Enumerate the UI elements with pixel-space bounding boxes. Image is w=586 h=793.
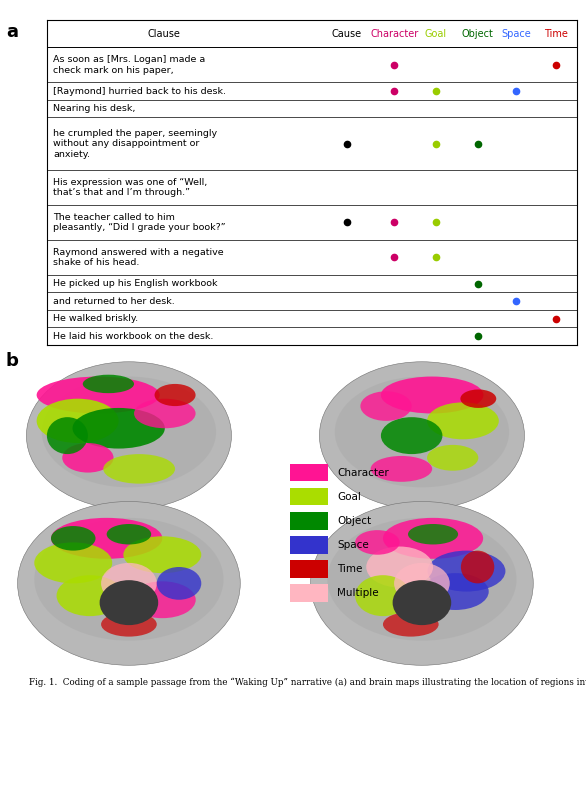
Ellipse shape [370, 456, 432, 482]
Ellipse shape [36, 377, 159, 413]
Bar [290, 488, 328, 505]
Text: [Raymond] hurried back to his desk.: [Raymond] hurried back to his desk. [53, 86, 226, 96]
Ellipse shape [26, 362, 231, 510]
Text: and returned to her desk.: and returned to her desk. [53, 297, 175, 306]
Text: Nearing his desk,: Nearing his desk, [53, 104, 135, 113]
Text: The teacher called to him
pleasantly, “Did I grade your book?”: The teacher called to him pleasantly, “D… [53, 213, 226, 232]
Ellipse shape [366, 546, 433, 588]
Ellipse shape [18, 501, 240, 665]
Text: he crumpled the paper, seemingly
without any disappointment or
anxiety.: he crumpled the paper, seemingly without… [53, 128, 217, 159]
Text: Multiple: Multiple [337, 588, 379, 598]
Text: Cause: Cause [332, 29, 362, 39]
Ellipse shape [319, 362, 524, 510]
Text: Time: Time [544, 29, 568, 39]
Ellipse shape [381, 377, 483, 413]
Ellipse shape [73, 408, 165, 449]
Ellipse shape [461, 389, 496, 408]
Ellipse shape [100, 580, 158, 625]
Text: He walked briskly.: He walked briskly. [53, 314, 138, 324]
Ellipse shape [157, 567, 202, 600]
Text: Time: Time [337, 564, 362, 574]
Text: Space: Space [502, 29, 531, 39]
Ellipse shape [57, 575, 124, 616]
Ellipse shape [461, 550, 495, 584]
Ellipse shape [383, 518, 483, 559]
Bar [290, 584, 328, 602]
Ellipse shape [383, 612, 438, 637]
Ellipse shape [83, 375, 134, 393]
Ellipse shape [408, 524, 458, 545]
Ellipse shape [422, 573, 489, 610]
Ellipse shape [47, 417, 88, 454]
Bar [290, 512, 328, 530]
Bar [290, 560, 328, 578]
Text: Goal: Goal [337, 492, 361, 502]
Ellipse shape [101, 563, 157, 603]
Text: Space: Space [337, 540, 369, 550]
Text: Object: Object [462, 29, 493, 39]
Ellipse shape [51, 518, 162, 559]
Ellipse shape [107, 524, 151, 545]
Text: Raymond answered with a negative
shake of his head.: Raymond answered with a negative shake o… [53, 247, 224, 267]
Ellipse shape [427, 445, 478, 471]
Ellipse shape [360, 391, 411, 421]
Text: His expression was one of “Well,
that’s that and I’m through.”: His expression was one of “Well, that’s … [53, 178, 207, 197]
Ellipse shape [124, 536, 202, 573]
Text: Clause: Clause [147, 29, 180, 39]
Text: Fig. 1.  Coding of a sample passage from the “Waking Up” narrative (a) and brain: Fig. 1. Coding of a sample passage from … [29, 678, 586, 688]
Bar [290, 536, 328, 554]
Text: He laid his workbook on the desk.: He laid his workbook on the desk. [53, 331, 214, 341]
Ellipse shape [51, 526, 96, 550]
Text: He picked up his English workbook: He picked up his English workbook [53, 279, 218, 288]
Ellipse shape [355, 531, 400, 555]
Text: a: a [6, 23, 18, 40]
Ellipse shape [393, 580, 451, 625]
Ellipse shape [42, 377, 216, 488]
Ellipse shape [427, 402, 499, 439]
Ellipse shape [155, 384, 196, 406]
Ellipse shape [103, 454, 175, 484]
Text: Character: Character [337, 468, 389, 477]
Ellipse shape [62, 443, 114, 473]
Ellipse shape [35, 542, 113, 584]
Ellipse shape [394, 563, 449, 603]
Text: Object: Object [337, 515, 371, 526]
Ellipse shape [311, 501, 533, 665]
Ellipse shape [129, 581, 196, 619]
Ellipse shape [381, 417, 442, 454]
Bar [290, 464, 328, 481]
Ellipse shape [428, 550, 505, 592]
Ellipse shape [355, 575, 411, 616]
Text: As soon as [Mrs. Logan] made a
check mark on his paper,: As soon as [Mrs. Logan] made a check mar… [53, 56, 206, 75]
Text: Goal: Goal [424, 29, 447, 39]
Ellipse shape [327, 518, 517, 641]
Ellipse shape [34, 518, 223, 641]
Ellipse shape [101, 612, 157, 637]
Ellipse shape [134, 399, 196, 428]
Ellipse shape [335, 377, 509, 488]
Text: Character: Character [370, 29, 418, 39]
Text: b: b [6, 352, 19, 370]
Ellipse shape [37, 399, 118, 443]
